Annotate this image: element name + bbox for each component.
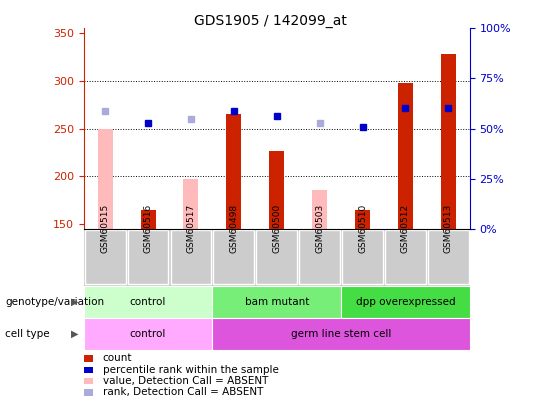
Text: ▶: ▶: [71, 329, 78, 339]
Text: control: control: [130, 297, 166, 307]
Text: cell type: cell type: [5, 329, 50, 339]
Text: GSM60517: GSM60517: [186, 204, 195, 253]
Text: GDS1905 / 142099_at: GDS1905 / 142099_at: [193, 14, 347, 28]
Bar: [98, 129, 113, 229]
Bar: [269, 151, 284, 229]
Text: rank, Detection Call = ABSENT: rank, Detection Call = ABSENT: [103, 388, 263, 397]
Bar: [312, 190, 327, 229]
Bar: [441, 54, 456, 229]
Bar: [226, 114, 241, 229]
Text: GSM60503: GSM60503: [315, 204, 324, 253]
Text: GSM60510: GSM60510: [358, 204, 367, 253]
Text: percentile rank within the sample: percentile rank within the sample: [103, 365, 279, 375]
Text: germ line stem cell: germ line stem cell: [291, 329, 392, 339]
Text: GSM60516: GSM60516: [144, 204, 153, 253]
Text: count: count: [103, 354, 132, 363]
Text: dpp overexpressed: dpp overexpressed: [356, 297, 455, 307]
Text: GSM60498: GSM60498: [230, 204, 238, 253]
Bar: [398, 83, 413, 229]
Bar: [140, 210, 156, 229]
Text: ▶: ▶: [71, 297, 78, 307]
Text: GSM60515: GSM60515: [100, 204, 110, 253]
Text: GSM60512: GSM60512: [401, 204, 410, 253]
Bar: [184, 179, 199, 229]
Text: genotype/variation: genotype/variation: [5, 297, 105, 307]
Text: bam mutant: bam mutant: [245, 297, 309, 307]
Text: value, Detection Call = ABSENT: value, Detection Call = ABSENT: [103, 376, 268, 386]
Text: GSM60513: GSM60513: [444, 204, 453, 253]
Text: control: control: [130, 329, 166, 339]
Text: GSM60500: GSM60500: [272, 204, 281, 253]
Bar: [355, 210, 370, 229]
